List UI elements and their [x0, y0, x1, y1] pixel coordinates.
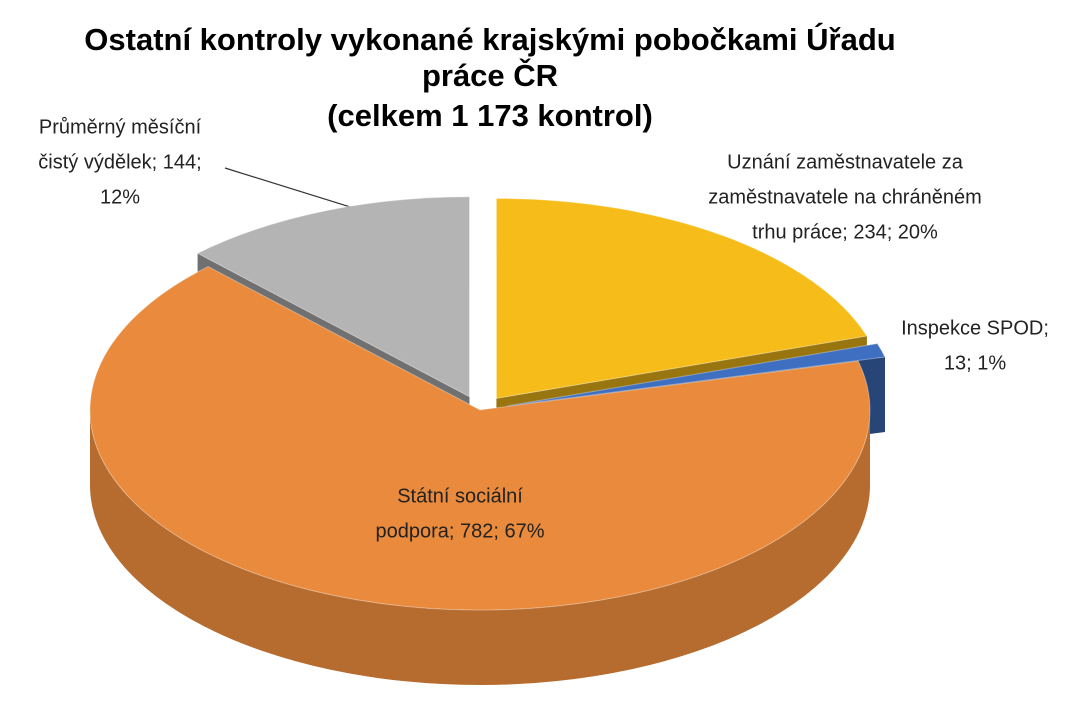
data-label: podpora; 782; 67% — [375, 520, 544, 542]
data-label: trhu práce; 234; 20% — [752, 221, 938, 243]
data-label: 12% — [100, 186, 140, 208]
data-label: Inspekce SPOD; — [901, 317, 1049, 339]
data-label: zaměstnavatele na chráněném — [708, 186, 982, 208]
slice-side — [90, 410, 870, 685]
data-label: čistý výdělek; 144; — [38, 151, 201, 173]
slice — [506, 343, 886, 407]
slice — [196, 196, 471, 398]
data-label: 13; 1% — [944, 352, 1006, 374]
data-label: Státní sociální — [397, 485, 523, 507]
chart-subtitle: (celkem 1 173 kontrol) — [327, 98, 653, 133]
chart-title: Ostatní kontroly vykonané krajskými pobo… — [84, 22, 896, 93]
slice — [495, 197, 868, 399]
data-label: Uznání zaměstnavatele za — [727, 151, 964, 173]
data-label: Průměrný měsíční — [39, 116, 202, 138]
slice — [89, 266, 871, 611]
